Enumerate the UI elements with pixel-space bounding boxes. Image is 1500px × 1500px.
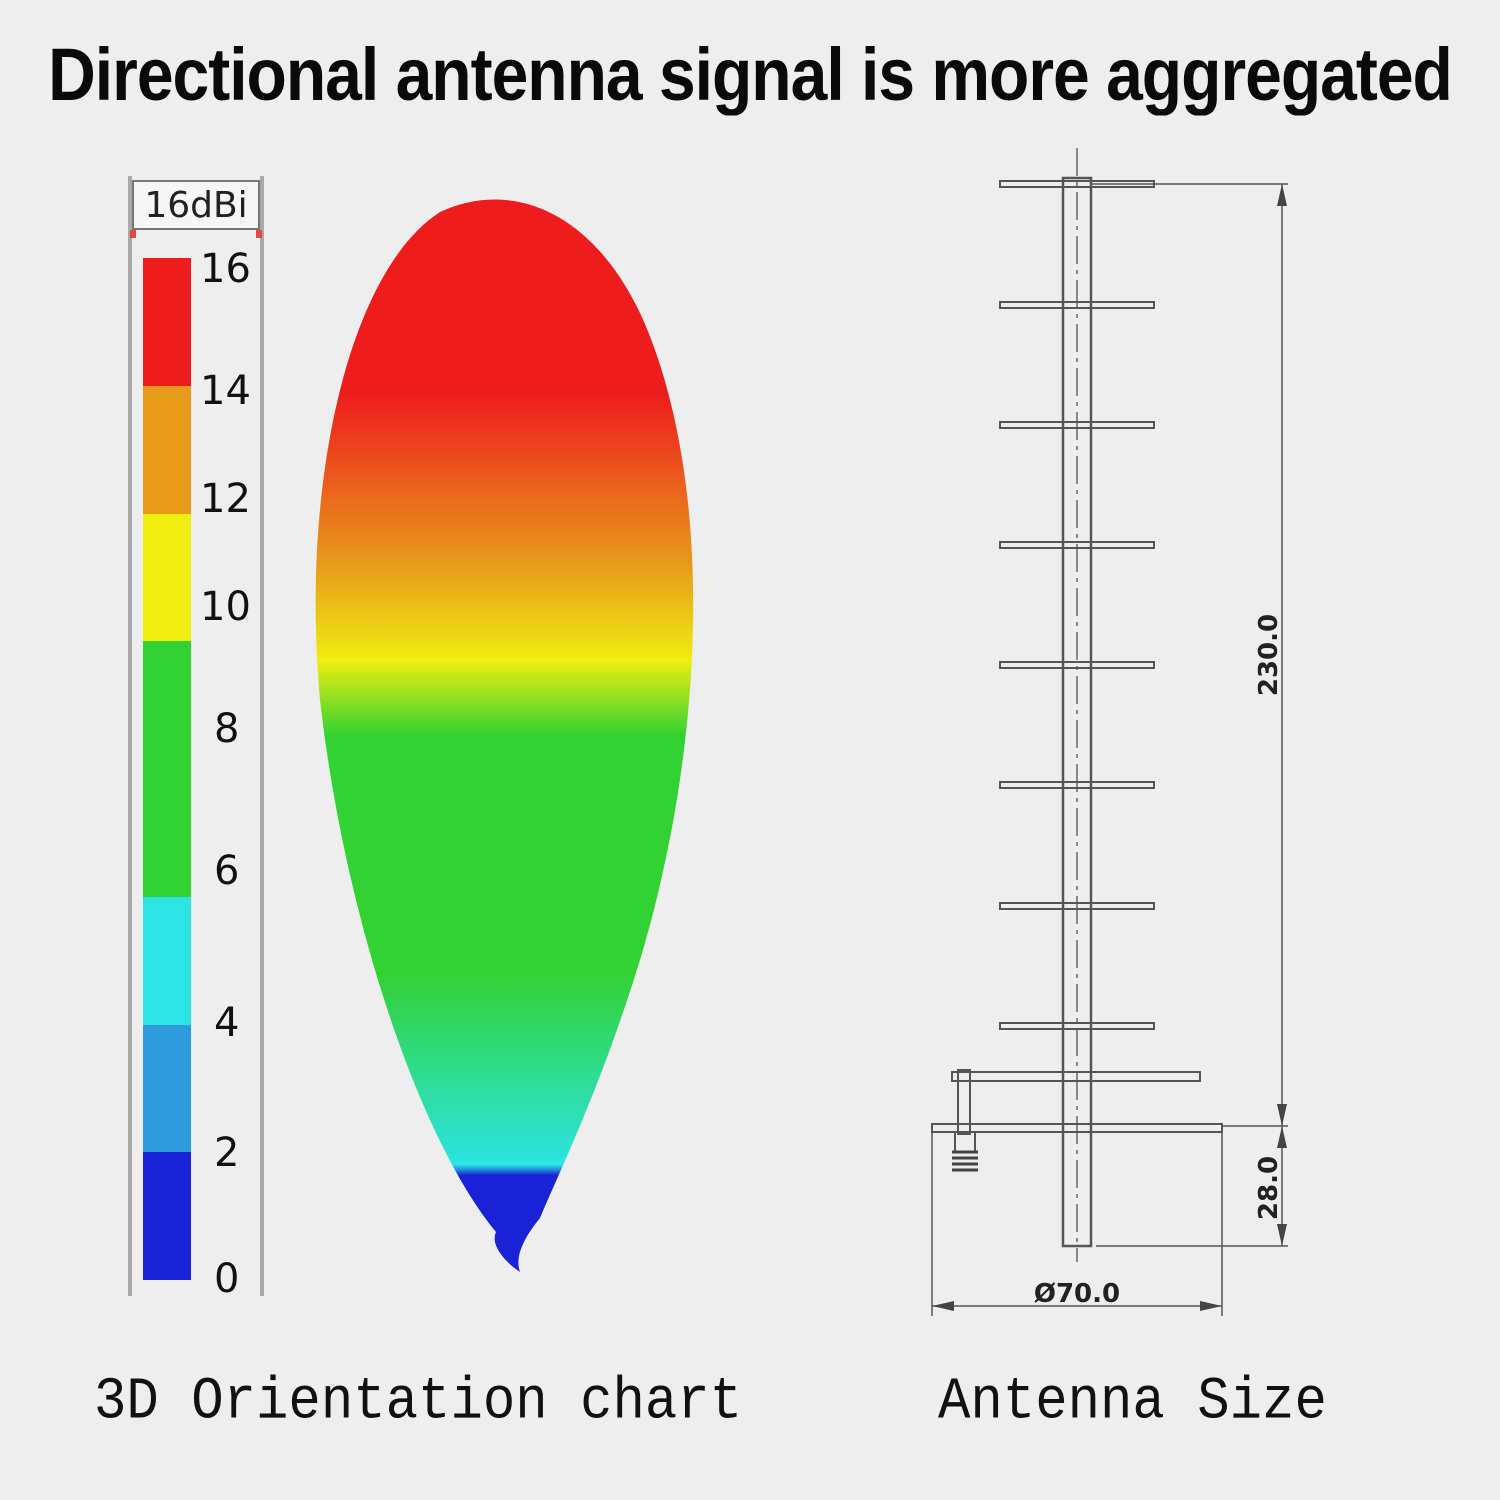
legend-segment-8-10 (143, 641, 191, 769)
legend-tick-6: 6 (214, 848, 240, 894)
legend-title-text: 16dBi (144, 185, 248, 226)
legend-color-bar (143, 258, 191, 1280)
legend-tick-8: 8 (214, 706, 240, 752)
legend-segment-4-6 (143, 896, 191, 1025)
legend-tick-12: 12 (200, 476, 251, 522)
feed-post (957, 1069, 971, 1135)
legend-segment-10-12 (143, 513, 191, 642)
dim-label-70: Ø70.0 (1034, 1279, 1120, 1309)
antenna-element-3 (999, 421, 1155, 429)
antenna-element-5 (999, 661, 1155, 669)
headline: Directional antenna signal is more aggre… (48, 32, 1453, 116)
antenna-drawing (931, 148, 1288, 1316)
dim-label-28: 28.0 (1254, 1156, 1284, 1220)
radiation-pattern-lobe (315, 199, 694, 1272)
legend-cap-left (130, 230, 136, 238)
legend-segment-2-4 (143, 1024, 191, 1153)
legend-tick-16: 16 (200, 246, 251, 292)
antenna-elements (999, 180, 1155, 1030)
legend-frame (128, 176, 264, 1296)
reflector-plate (931, 1123, 1223, 1133)
connector-thread (952, 1150, 978, 1172)
legend-segment-0-2 (143, 1152, 191, 1280)
antenna-element-8 (999, 1022, 1155, 1030)
antenna-element-4 (999, 541, 1155, 549)
legend-tick-10: 10 (200, 584, 251, 630)
legend-title: 16dBi (130, 180, 262, 238)
legend-tick-4: 4 (214, 1000, 240, 1046)
antenna-boom (1061, 176, 1093, 1248)
legend-tick-0: 0 (214, 1256, 240, 1302)
caption-orientation-chart: 3D Orientation chart (94, 1368, 743, 1437)
dim-label-230: 230.0 (1254, 614, 1284, 696)
legend-segment-14-16 (143, 258, 191, 386)
feed-bracket (951, 1071, 1201, 1082)
legend-segment-6-8 (143, 769, 191, 897)
antenna-element-6 (999, 781, 1155, 789)
legend-tick-2: 2 (214, 1130, 240, 1176)
legend-segment-12-14 (143, 385, 191, 514)
caption-antenna-size: Antenna Size (938, 1368, 1327, 1437)
antenna-element-7 (999, 902, 1155, 910)
legend-tick-14: 14 (200, 368, 251, 414)
legend-cap-right (256, 230, 262, 238)
antenna-element-2 (999, 301, 1155, 309)
